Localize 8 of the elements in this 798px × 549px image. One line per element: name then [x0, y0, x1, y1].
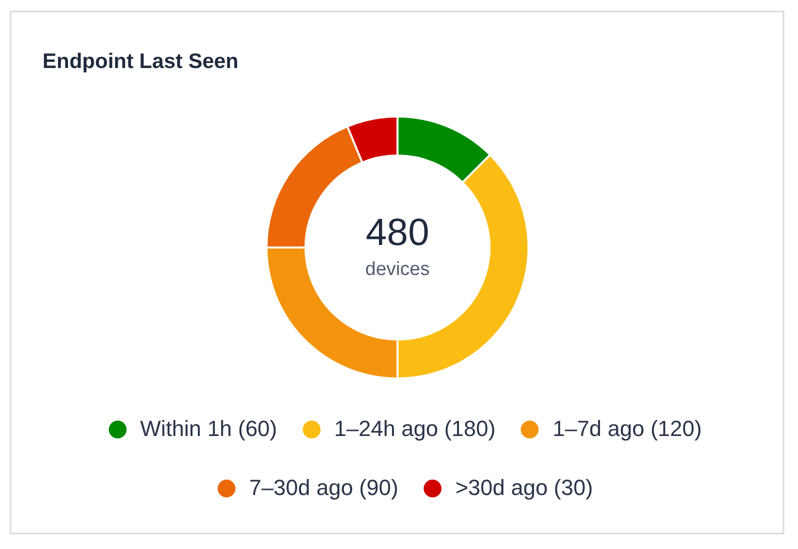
text: 480	[366, 212, 430, 254]
legend-label: 1–24h ago (180)	[334, 416, 496, 442]
legend-label: 7–30d ago (90)	[249, 475, 398, 501]
legend-label: 1–7d ago (120)	[552, 416, 702, 442]
text: devices	[365, 259, 430, 280]
legend-label: >30d ago (30)	[455, 475, 593, 501]
chart-title: Endpoint Last Seen	[42, 50, 239, 73]
legend-label: Within 1h (60)	[140, 416, 278, 442]
